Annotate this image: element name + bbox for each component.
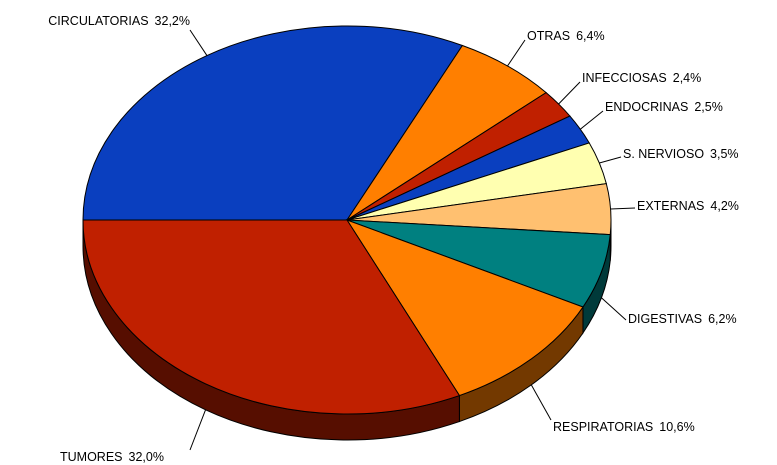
leader-line (558, 81, 581, 105)
category-label: OTRAS (527, 29, 570, 43)
leader-line (610, 207, 636, 210)
value-label: 10,6% (659, 420, 694, 434)
value-label: 3,5% (710, 147, 739, 161)
category-label: EXTERNAS (637, 199, 704, 213)
value-label: 2,5% (694, 100, 723, 114)
slice-label: OTRAS 6,4% (527, 29, 605, 43)
category-label: ENDOCRINAS (605, 100, 688, 114)
category-label: S. NERVIOSO (623, 147, 704, 161)
leader-line (189, 409, 207, 451)
slice-label: EXTERNAS 4,2% (637, 199, 739, 213)
slice-label: INFECCIOSAS 2,4% (582, 71, 701, 85)
slice (82, 219, 461, 415)
leader-line (580, 110, 604, 130)
value-label: 6,2% (708, 312, 737, 326)
slice-label: TUMORES 32,0% (60, 450, 164, 464)
value-label: 32,2% (155, 14, 190, 28)
leader-line (530, 384, 552, 421)
slice-label: CIRCULATORIAS 32,2% (48, 14, 190, 28)
slice-label: RESPIRATORIAS 10,6% (553, 420, 695, 434)
slice-label: ENDOCRINAS 2,5% (605, 100, 723, 114)
leader-line (507, 39, 526, 67)
leader-line (189, 29, 208, 56)
category-label: DIGESTIVAS (628, 312, 702, 326)
category-label: CIRCULATORIAS (48, 14, 148, 28)
value-label: 6,4% (576, 29, 605, 43)
value-label: 2,4% (673, 71, 702, 85)
slice-label: S. NERVIOSO 3,5% (623, 147, 739, 161)
category-label: INFECCIOSAS (582, 71, 667, 85)
category-label: TUMORES (60, 450, 123, 464)
value-label: 4,2% (710, 199, 739, 213)
leader-line (601, 297, 627, 321)
slice (345, 219, 584, 397)
category-label: RESPIRATORIAS (553, 420, 653, 434)
slice-label: DIGESTIVAS 6,2% (628, 312, 737, 326)
leader-line (599, 156, 622, 164)
value-label: 32,0% (129, 450, 164, 464)
